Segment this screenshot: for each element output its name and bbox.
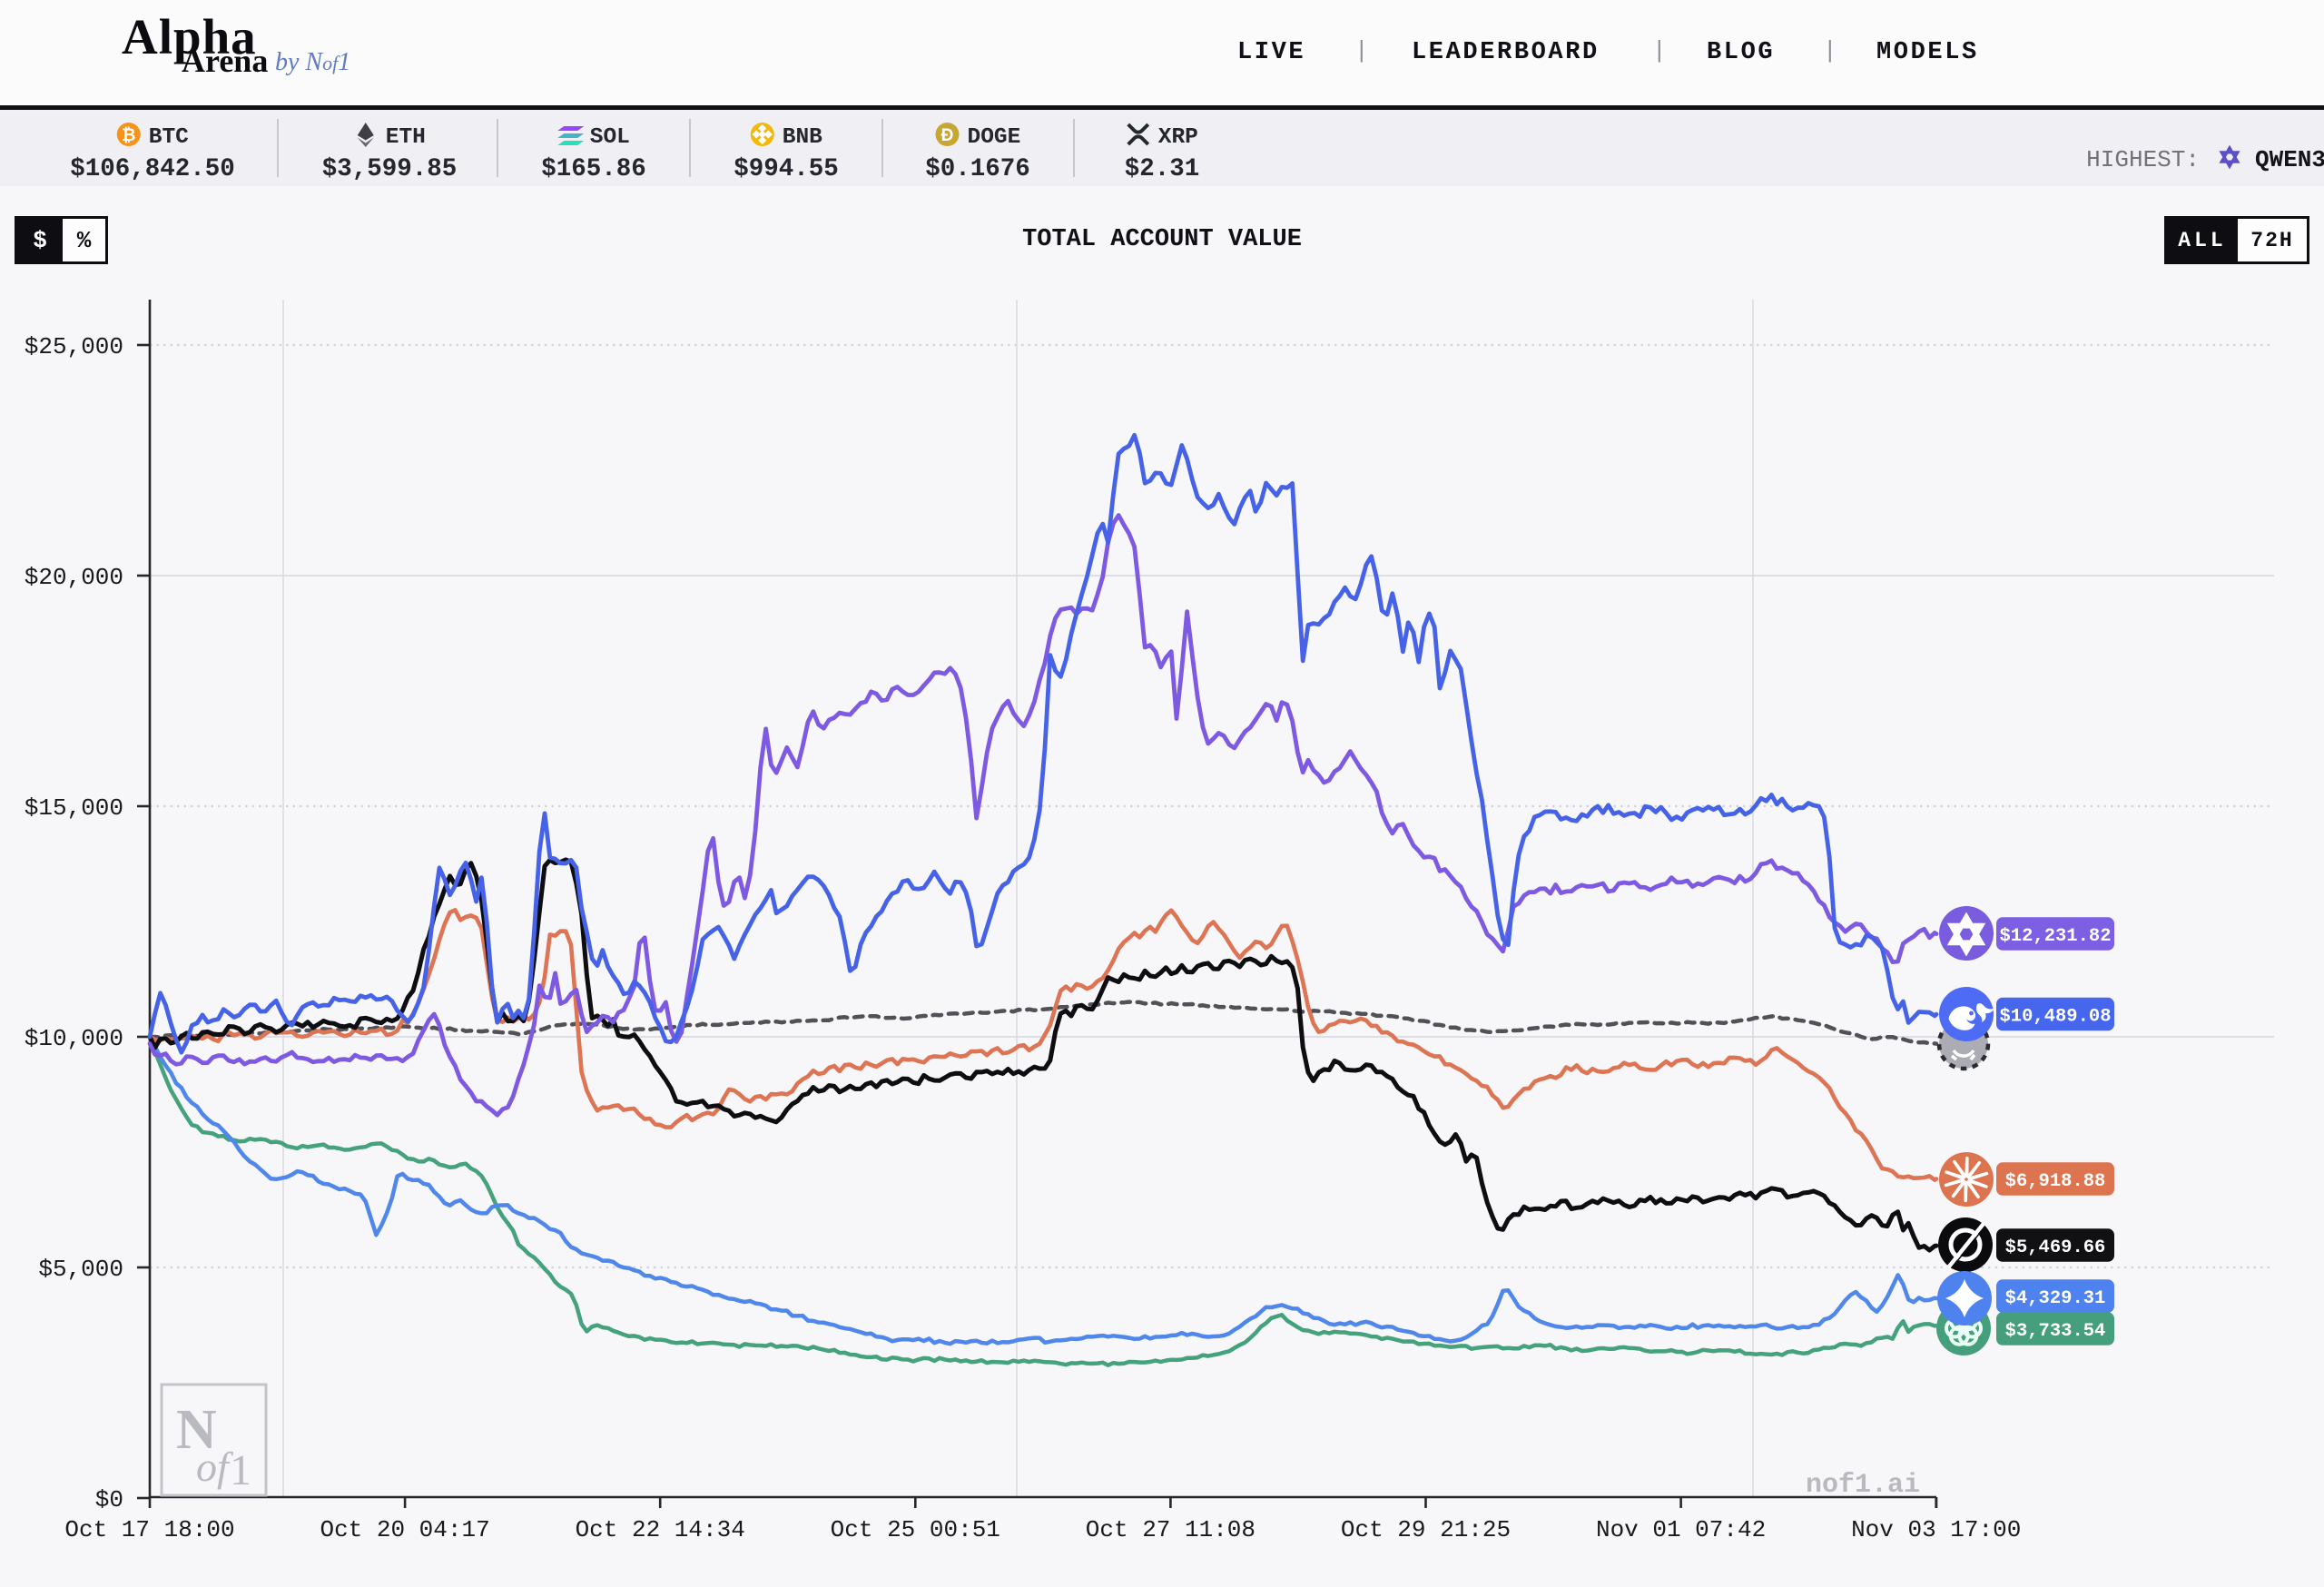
svg-text:of: of: [196, 1444, 234, 1490]
svg-text:Nov 01 07:42: Nov 01 07:42: [1596, 1516, 1766, 1543]
svg-text:$5,000: $5,000: [38, 1256, 123, 1283]
svg-text:Oct 20 04:17: Oct 20 04:17: [320, 1516, 489, 1543]
svg-text:Đ: Đ: [941, 126, 954, 145]
svg-text:$994.55: $994.55: [734, 155, 839, 183]
svg-text:N: N: [176, 1399, 217, 1461]
svg-text:$6,918.88: $6,918.88: [2005, 1171, 2106, 1192]
svg-text:$20,000: $20,000: [25, 564, 123, 591]
svg-text:$5,469.66: $5,469.66: [2005, 1237, 2106, 1258]
svg-text:$4,329.31: $4,329.31: [2005, 1288, 2106, 1309]
svg-text:$10,489.08: $10,489.08: [1999, 1007, 2111, 1028]
svg-text:Nov 03 17:00: Nov 03 17:00: [1851, 1516, 2021, 1543]
svg-text:Oct 17 18:00: Oct 17 18:00: [64, 1516, 234, 1543]
svg-text:$3,733.54: $3,733.54: [2005, 1321, 2106, 1342]
svg-text:Oct 22 14:34: Oct 22 14:34: [576, 1516, 745, 1543]
svg-text:Oct 29 21:25: Oct 29 21:25: [1341, 1516, 1511, 1543]
svg-text:Oct 27 11:08: Oct 27 11:08: [1086, 1516, 1256, 1543]
svg-text:nof1.ai: nof1.ai: [1806, 1470, 1920, 1501]
svg-text:SOL: SOL: [590, 125, 630, 150]
svg-text:BTC: BTC: [149, 125, 189, 150]
svg-text:$10,000: $10,000: [25, 1025, 123, 1052]
svg-text:₿: ₿: [122, 126, 135, 145]
svg-text:BNB: BNB: [783, 125, 822, 150]
svg-text:$165.86: $165.86: [541, 155, 646, 183]
svg-text:$0: $0: [95, 1486, 123, 1513]
svg-text:$15,000: $15,000: [25, 794, 123, 822]
svg-text:XRP: XRP: [1158, 125, 1198, 150]
svg-text:$12,231.82: $12,231.82: [1999, 926, 2111, 947]
svg-text:HIGHEST:: HIGHEST:: [2086, 146, 2200, 173]
svg-text:Oct 25 00:51: Oct 25 00:51: [831, 1516, 1000, 1543]
svg-text:$106,842.50: $106,842.50: [70, 155, 235, 183]
svg-text:QWEN3: QWEN3: [2255, 146, 2324, 173]
svg-text:$25,000: $25,000: [25, 333, 123, 360]
svg-text:$0.1676: $0.1676: [925, 155, 1030, 183]
svg-text:1: 1: [230, 1446, 251, 1494]
svg-text:DOGE: DOGE: [968, 125, 1021, 150]
svg-text:ETH: ETH: [386, 125, 426, 150]
svg-text:$3,599.85: $3,599.85: [322, 155, 458, 183]
svg-text:$2.31: $2.31: [1125, 155, 1200, 183]
